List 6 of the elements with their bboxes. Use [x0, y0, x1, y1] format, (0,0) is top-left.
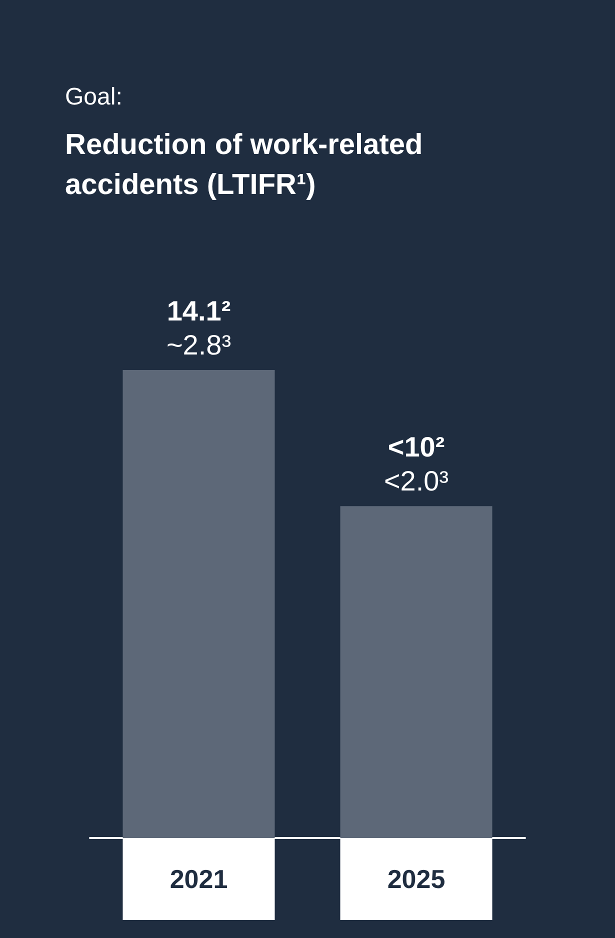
data-label: 14.1² ~2.8³	[166, 296, 232, 360]
chart-title: Goal:	[65, 84, 122, 110]
data-label: <10² <2.0³	[384, 432, 449, 497]
x-tick-label: 2021	[170, 864, 228, 894]
x-tick-label: 2025	[387, 864, 446, 894]
chart-subtitle: Reduction of work-related accidents (LTIFR¹)	[65, 129, 431, 201]
